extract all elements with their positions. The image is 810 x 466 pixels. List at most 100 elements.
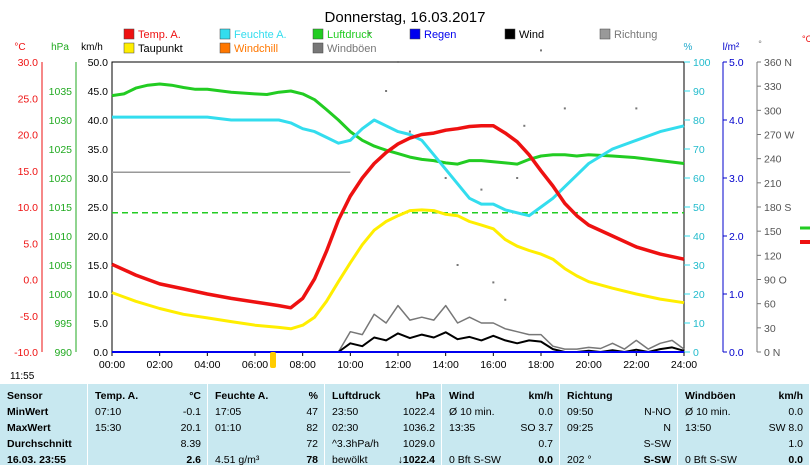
- humidity-tick-label: 40: [693, 231, 705, 243]
- temp-tick-label: 0.0: [23, 275, 38, 287]
- humidity-tick-label: 80: [693, 115, 705, 127]
- x-tick-label: 02:00: [147, 359, 173, 370]
- cell-value: 0.0: [788, 454, 803, 466]
- table-column: Sensor MinWert MaxWert Durchschnitt 16.03. 2…: [0, 384, 88, 466]
- direction-tick-label: 150: [764, 226, 782, 238]
- pressure-axis-unit: hPa: [51, 42, 69, 53]
- cell-label: Ø 10 min.: [685, 406, 731, 418]
- direction-point: [480, 188, 483, 191]
- humidity-tick-label: 90: [693, 86, 705, 98]
- legend-swatch-wind: [504, 28, 516, 40]
- column-unit: %: [308, 390, 318, 402]
- legend: Temp. A. Feuchte A. Luftdruck Regen Wind Rich…: [123, 28, 657, 55]
- rain-tick-label: 5.0: [729, 57, 744, 69]
- x-tick-label: 06:00: [242, 359, 268, 370]
- speed-tick-label: 15.0: [88, 260, 109, 272]
- legend-swatch-windboeen: [312, 42, 324, 54]
- right-edge-indicators: °C: [800, 34, 810, 244]
- cell-label: 0 Bft S-SW: [685, 454, 737, 466]
- time-marker[interactable]: [270, 352, 276, 368]
- temp-tick-label: 20.0: [18, 130, 39, 142]
- cell-value: S-SW: [643, 438, 671, 450]
- cell-label: 07:10: [95, 406, 122, 418]
- pressure-tick-label: 1005: [49, 260, 73, 272]
- cell-value: N-NO: [644, 406, 671, 418]
- cell-value: 47: [306, 406, 318, 418]
- column-title: Windböen: [685, 390, 736, 402]
- cell-value: 78: [306, 454, 318, 466]
- temp-tick-label: 30.0: [18, 57, 39, 69]
- cell-value: 0.0: [538, 406, 553, 418]
- cell-value: 72: [306, 438, 318, 450]
- speed-tick-label: 20.0: [88, 231, 109, 243]
- humidity-tick-label: 100: [693, 57, 711, 69]
- temp-axis-unit: °C: [14, 42, 25, 53]
- pressure-tick-label: 1030: [49, 115, 73, 127]
- row-label: MinWert: [7, 406, 49, 418]
- pressure-tick-label: 995: [54, 318, 72, 330]
- column-unit: km/h: [778, 390, 803, 402]
- humidity-tick-label: 50: [693, 202, 705, 214]
- cell-label: Ø 10 min.: [449, 406, 495, 418]
- cell-value: 1036.2: [402, 422, 435, 434]
- humidity-tick-label: 0: [693, 347, 699, 359]
- cell-label: 202 °: [567, 454, 592, 466]
- table-column: Richtung 09:50 N-NO 09:25 N S-SW 202 ° S-SW: [560, 384, 678, 466]
- legend-swatch-richtung: [599, 28, 611, 40]
- pressure-tick-label: 1000: [49, 289, 73, 301]
- axes: 50.0 45.0 40.0 35.0 30.0 25.0 20.0 15.0 10.0 5.0 0…: [14, 57, 794, 370]
- edge-mark-c: °C: [802, 34, 810, 44]
- direction-tick-label: 30: [764, 323, 776, 335]
- cell-label: 13:50: [685, 422, 712, 434]
- cell-value: 1029.0: [402, 438, 435, 450]
- direction-tick-label: 120: [764, 250, 782, 262]
- direction-tick-label: 60: [764, 299, 776, 311]
- column-unit: hPa: [415, 390, 435, 402]
- x-tick-label: 20:00: [576, 359, 602, 370]
- pressure-tick-label: 1020: [49, 173, 73, 185]
- x-tick-label: 24:00: [671, 359, 697, 370]
- reference-lines: [112, 171, 684, 214]
- cell-value: N: [663, 422, 671, 434]
- direction-point: [504, 298, 507, 301]
- column-unit: km/h: [528, 390, 553, 402]
- cell-value: 1.0: [788, 438, 803, 450]
- temp-tick-label: 25.0: [18, 93, 39, 105]
- x-tick-label: 00:00: [99, 359, 125, 370]
- legend-label-temp: Temp. A.: [138, 29, 181, 41]
- legend-swatch-feuchte: [219, 28, 231, 40]
- table-column: Feuchte A.% 17:05 47 01:10 82 72 4.51 g/m³ 78: [208, 384, 325, 466]
- cell-label: 17:05: [215, 406, 242, 418]
- speed-tick-label: 10.0: [88, 289, 109, 301]
- legend-label-wind: Wind: [519, 29, 544, 41]
- direction-point: [385, 90, 388, 92]
- plot-area: [111, 32, 685, 353]
- column-title: Wind: [449, 390, 475, 402]
- humidity-tick-label: 10: [693, 318, 705, 330]
- x-tick-label: 14:00: [433, 359, 459, 370]
- current-time-label: 11:55: [10, 371, 35, 382]
- x-tick-label: 22:00: [623, 359, 649, 370]
- rain-tick-label: 2.0: [729, 231, 744, 243]
- speed-tick-label: 45.0: [88, 86, 109, 98]
- cell-value: S-SW: [643, 454, 671, 466]
- speed-tick-label: 40.0: [88, 115, 109, 127]
- direction-tick-label: 90 O: [764, 275, 787, 287]
- humidity-axis-unit: %: [684, 42, 693, 53]
- column-title: Temp. A.: [95, 390, 139, 402]
- direction-point: [516, 177, 519, 179]
- row-label: Durchschnitt: [7, 438, 72, 450]
- cell-value: 0.7: [538, 438, 553, 450]
- direction-point: [408, 130, 411, 133]
- direction-point: [635, 107, 638, 110]
- table-column: Luftdruck hPa 23:50 1022.4 02:30 1036.2 ^3.3hP…: [325, 384, 442, 466]
- x-tick-label: 16:00: [480, 359, 506, 370]
- speed-tick-label: 50.0: [88, 57, 109, 69]
- direction-tick-label: 210: [764, 178, 782, 190]
- cell-value: 0.0: [538, 454, 553, 466]
- temp-tick-label: -10.0: [14, 347, 38, 359]
- direction-point: [397, 61, 399, 63]
- table-column: Temp. A. °C 07:10 -0.1 15:30 20.1 8.39 2.6: [88, 384, 208, 466]
- cell-label: 01:10: [215, 422, 242, 434]
- rain-tick-label: 3.0: [729, 173, 744, 185]
